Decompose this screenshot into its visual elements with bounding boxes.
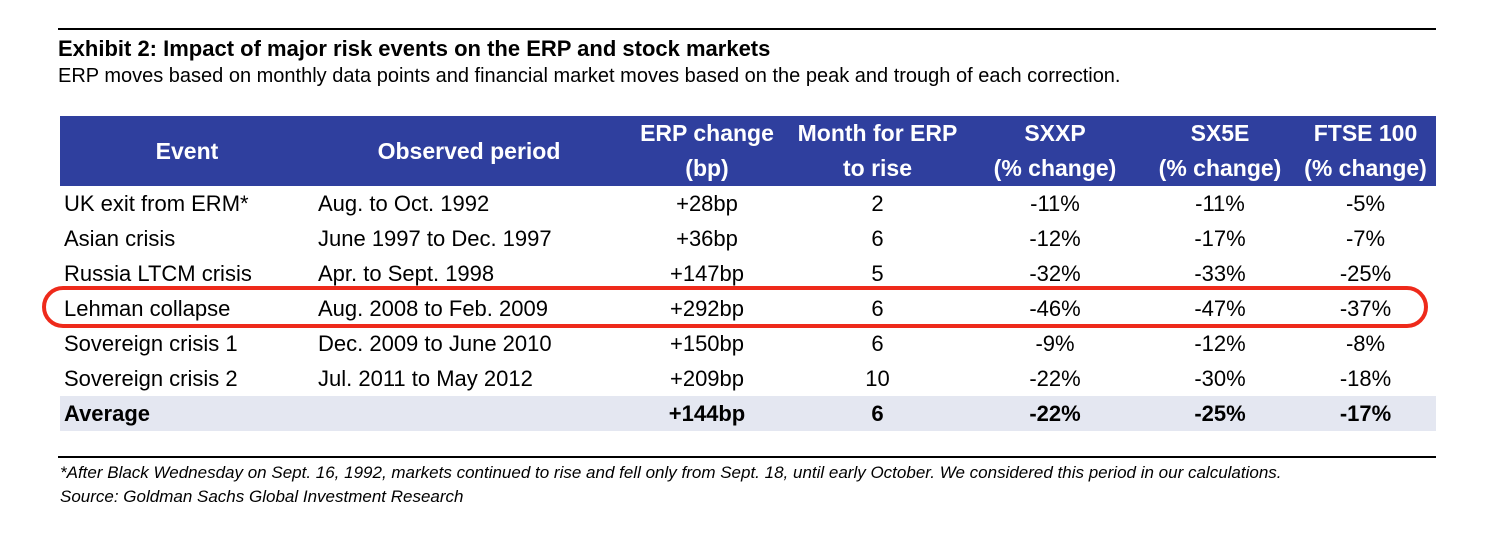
top-rule <box>58 28 1436 30</box>
average-row: Average +144bp 6 -22% -25% -17% <box>60 396 1436 431</box>
exhibit: Exhibit 2: Impact of major risk events o… <box>58 28 1436 431</box>
cell-erp-change: +28bp <box>676 191 738 216</box>
cell-months: 2 <box>871 191 884 216</box>
risk-events-table: Event Observed period ERP change (bp) Mon… <box>60 116 1436 431</box>
cell-period: Dec. 2009 to June 2010 <box>318 331 552 356</box>
cell-months: 6 <box>871 331 884 356</box>
exhibit-subtitle: ERP moves based on monthly data points a… <box>58 65 1121 87</box>
cell-erp-change: +147bp <box>669 261 745 286</box>
cell-period: Jul. 2011 to May 2012 <box>318 366 533 391</box>
cell-sx5e: -33% <box>1194 261 1246 286</box>
cell-months: 6 <box>871 226 884 251</box>
cell-erp-change: +150bp <box>669 331 745 356</box>
cell-ftse: -17% <box>1295 396 1436 431</box>
cell-ftse: -25% <box>1339 261 1392 286</box>
cell-ftse: -18% <box>1339 366 1392 391</box>
header-sx5e: SX5E (% change) <box>1145 116 1295 186</box>
header-observed-period: Observed period <box>314 116 624 186</box>
cell-erp-change: +292bp <box>669 296 745 321</box>
header-erp-change: ERP change (bp) <box>624 116 790 186</box>
cell-sxxp: -9% <box>1035 331 1075 356</box>
cell-sx5e: -30% <box>1194 366 1246 391</box>
cell-sx5e: -17% <box>1194 226 1246 251</box>
cell-sxxp: -32% <box>1029 261 1081 286</box>
table-row: Asian crisis June 1997 to Dec. 1997 +36b… <box>60 221 1436 256</box>
cell-sx5e: -12% <box>1194 331 1246 356</box>
cell-event: Sovereign crisis 2 <box>64 366 238 391</box>
cell-ftse: -8% <box>1345 331 1386 356</box>
footnote: *After Black Wednesday on Sept. 16, 1992… <box>60 463 1282 482</box>
bottom-rule <box>58 456 1436 458</box>
cell-erp-change: +36bp <box>676 226 738 251</box>
table-row: Russia LTCM crisis Apr. to Sept. 1998 +1… <box>60 256 1436 291</box>
cell-months: 5 <box>871 261 884 286</box>
cell-event: Average <box>60 396 314 431</box>
cell-sx5e: -47% <box>1194 296 1246 321</box>
header-sxxp: SXXP (% change) <box>965 116 1145 186</box>
cell-sxxp: -22% <box>965 396 1145 431</box>
cell-sxxp: -11% <box>1030 191 1080 216</box>
table-row-highlighted: Lehman collapse Aug. 2008 to Feb. 2009 +… <box>60 291 1436 326</box>
cell-event: Russia LTCM crisis <box>64 261 252 286</box>
header-ftse-100: FTSE 100 (% change) <box>1295 116 1436 186</box>
cell-period: Apr. to Sept. 1998 <box>318 261 495 286</box>
cell-erp-change: +209bp <box>669 366 745 391</box>
cell-sx5e: -11% <box>1195 191 1245 216</box>
cell-sxxp: -22% <box>1029 366 1081 391</box>
cell-event: Lehman collapse <box>64 296 231 321</box>
cell-ftse: -37% <box>1339 296 1392 321</box>
cell-sxxp: -12% <box>1029 226 1081 251</box>
cell-sxxp: -46% <box>1029 296 1081 321</box>
cell-period <box>314 396 624 431</box>
header-event: Event <box>60 116 314 186</box>
exhibit-title: Exhibit 2: Impact of major risk events o… <box>58 36 771 61</box>
cell-sx5e: -25% <box>1145 396 1295 431</box>
cell-event: Asian crisis <box>64 226 176 251</box>
cell-months: 6 <box>871 296 884 321</box>
source-note: Source: Goldman Sachs Global Investment … <box>60 487 464 506</box>
cell-months: 6 <box>790 396 965 431</box>
table-row: Sovereign crisis 2 Jul. 2011 to May 2012… <box>60 361 1436 396</box>
cell-months: 10 <box>865 366 890 391</box>
header-row: Event Observed period ERP change (bp) Mon… <box>60 116 1436 186</box>
cell-ftse: -7% <box>1345 226 1386 251</box>
cell-event: Sovereign crisis 1 <box>64 331 238 356</box>
cell-period: June 1997 to Dec. 1997 <box>318 226 552 251</box>
table-row: Sovereign crisis 1 Dec. 2009 to June 201… <box>60 326 1436 361</box>
cell-period: Aug. to Oct. 1992 <box>318 191 490 216</box>
cell-ftse: -5% <box>1345 191 1386 216</box>
cell-event: UK exit from ERM* <box>64 191 249 216</box>
header-month-for-erp: Month for ERP to rise <box>790 116 965 186</box>
cell-period: Aug. 2008 to Feb. 2009 <box>318 296 548 321</box>
table-row: UK exit from ERM* Aug. to Oct. 1992 +28b… <box>60 186 1436 221</box>
cell-erp-change: +144bp <box>624 396 790 431</box>
